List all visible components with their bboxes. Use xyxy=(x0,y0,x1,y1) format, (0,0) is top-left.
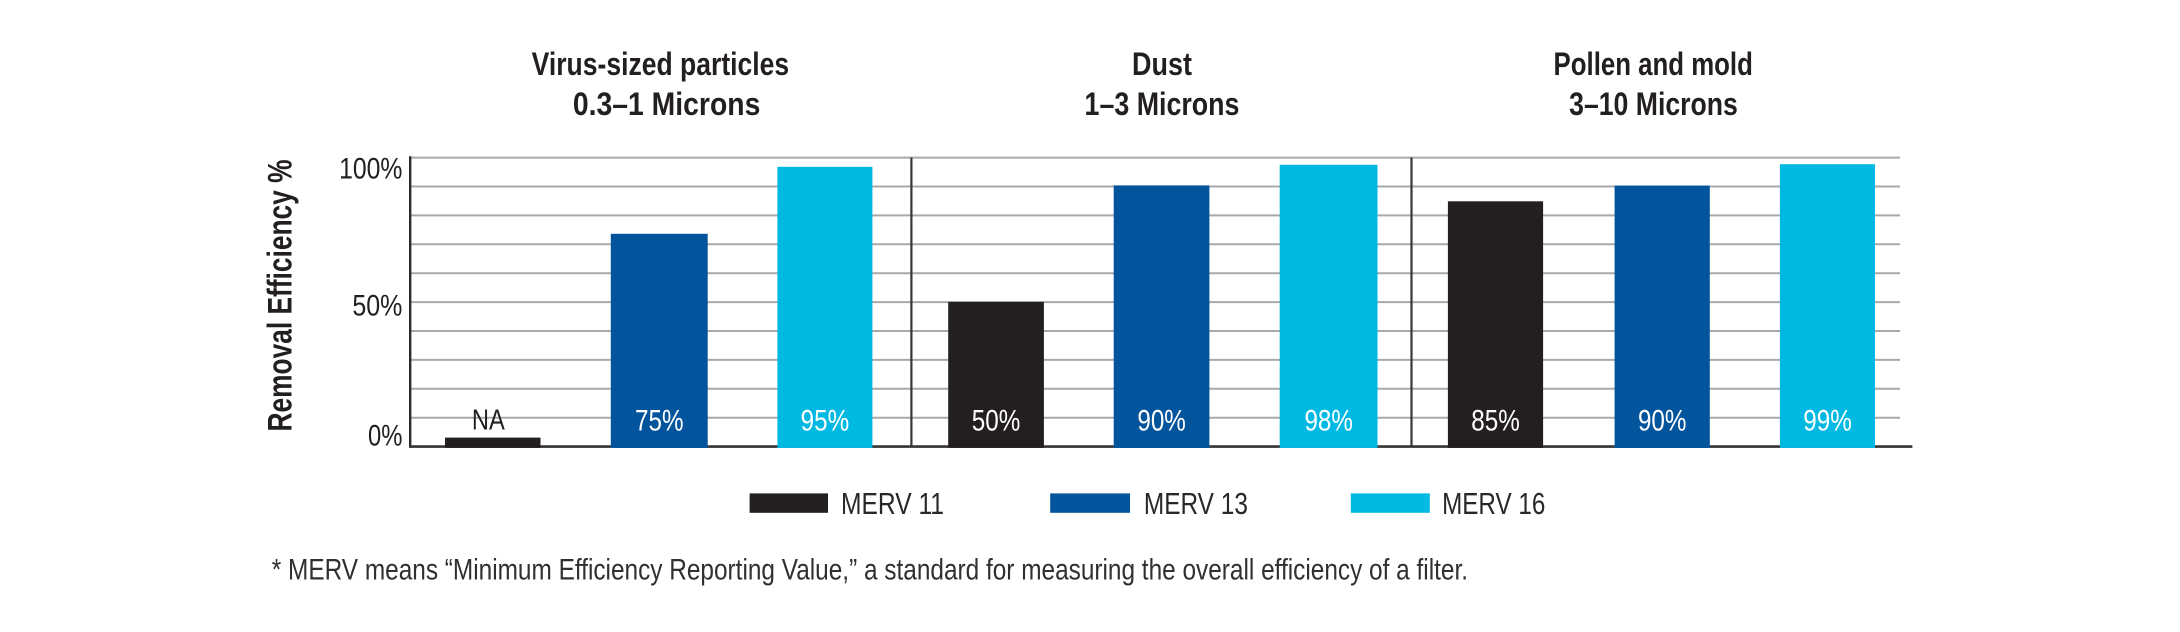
svg-text:* MERV means “Minimum Efficien: * MERV means “Minimum Efficiency Reporti… xyxy=(272,553,1468,586)
svg-text:0%: 0% xyxy=(368,420,402,453)
svg-text:Pollen and mold: Pollen and mold xyxy=(1554,46,1753,82)
svg-text:1–3 Microns: 1–3 Microns xyxy=(1085,86,1240,122)
svg-text:99%: 99% xyxy=(1803,405,1852,438)
svg-text:90%: 90% xyxy=(1638,405,1687,438)
svg-text:Virus-sized particles: Virus-sized particles xyxy=(532,46,790,82)
svg-text:0.3–1 Microns: 0.3–1 Microns xyxy=(573,86,761,122)
svg-text:MERV 11: MERV 11 xyxy=(841,487,944,521)
svg-text:85%: 85% xyxy=(1471,405,1520,438)
svg-text:98%: 98% xyxy=(1304,405,1353,438)
svg-text:Dust: Dust xyxy=(1132,46,1192,82)
svg-text:3–10 Microns: 3–10 Microns xyxy=(1569,86,1738,122)
svg-text:MERV 16: MERV 16 xyxy=(1442,487,1545,521)
svg-text:MERV 13: MERV 13 xyxy=(1144,487,1248,521)
svg-text:Removal Efficiency %: Removal Efficiency % xyxy=(261,160,299,432)
svg-text:50%: 50% xyxy=(972,405,1021,438)
svg-text:NA: NA xyxy=(472,405,505,437)
svg-text:90%: 90% xyxy=(1137,405,1186,438)
svg-text:75%: 75% xyxy=(635,405,684,438)
svg-text:50%: 50% xyxy=(352,290,402,323)
svg-text:95%: 95% xyxy=(801,405,850,438)
svg-text:100%: 100% xyxy=(339,152,402,185)
